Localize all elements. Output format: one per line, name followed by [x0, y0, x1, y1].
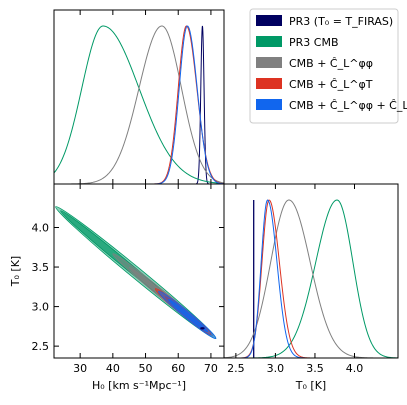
contour-cmb-all-inner — [167, 298, 209, 333]
t0-posterior-curve-2 — [223, 199, 398, 359]
t0-y-tick-label: 2.5 — [32, 340, 50, 353]
t0-posterior-curve-3 — [224, 199, 398, 359]
h0-axis-label: H₀ [km s⁻¹Mpc⁻¹] — [92, 379, 186, 392]
t0-y-axis-label: T₀ [K] — [9, 256, 22, 287]
h0-tick-label: 30 — [73, 362, 87, 375]
h0-posterior-curve-4 — [54, 25, 225, 185]
t0-x-tick-label: 2.5 — [227, 362, 245, 375]
legend-label-3: CMB + Ĉ_L^φT — [289, 78, 373, 91]
legend-swatch-1 — [256, 36, 282, 47]
t0-posterior-curve-4 — [224, 199, 398, 359]
t0-x-axis-label: T₀ [K] — [295, 379, 326, 392]
legend-label-2: CMB + Ĉ_L^φφ — [289, 57, 373, 70]
legend-swatch-3 — [256, 78, 282, 89]
h0-tick-label: 40 — [106, 362, 120, 375]
t0-y-tick-label: 4.0 — [32, 222, 50, 235]
contour-pr3-firas — [200, 327, 205, 330]
h0-tick-label: 50 — [139, 362, 153, 375]
t0-x-tick-label: 4.0 — [346, 362, 364, 375]
t0-y-tick-label: 3.5 — [32, 261, 50, 274]
legend: PR3 (T₀ = T_FIRAS) PR3 CMB CMB + Ĉ_L^φφ CMB… — [249, 8, 407, 124]
legend-label-1: PR3 CMB — [289, 36, 339, 49]
t0-x-tick-label: 3.5 — [306, 362, 324, 375]
t0-y-tick-label: 3.0 — [32, 301, 50, 314]
legend-swatch-4 — [256, 99, 282, 110]
legend-label-4: CMB + Ĉ_L^φφ + Ĉ_L^φT — [289, 99, 407, 112]
h0-tick-label: 70 — [204, 362, 218, 375]
t0-posterior-curve-1 — [224, 199, 399, 359]
legend-swatch-0 — [256, 15, 282, 26]
legend-label-0: PR3 (T₀ = T_FIRAS) — [289, 15, 393, 28]
legend-swatch-2 — [256, 57, 282, 68]
panel-t0-frame — [223, 183, 399, 359]
t0-x-tick-label: 3.0 — [267, 362, 285, 375]
h0-tick-label: 60 — [171, 362, 185, 375]
legend-frame — [249, 8, 399, 124]
